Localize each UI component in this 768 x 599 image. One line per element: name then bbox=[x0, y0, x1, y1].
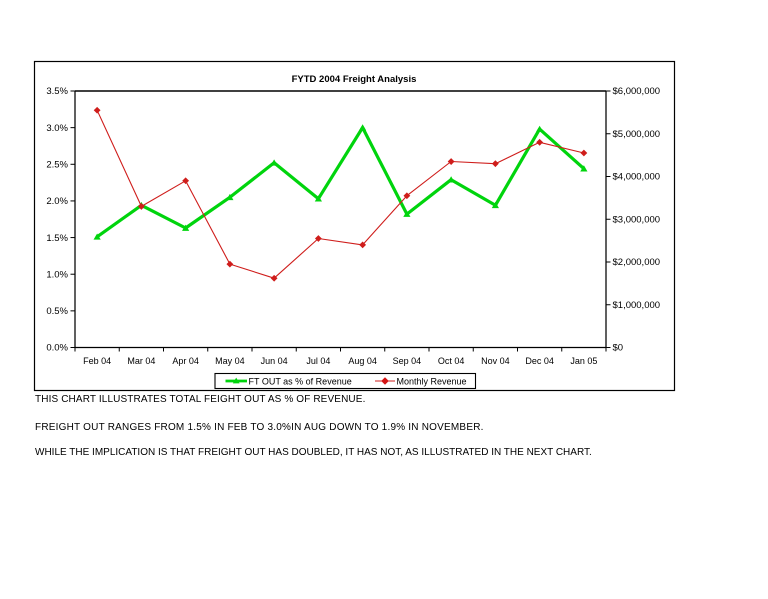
right-axis-tick-label: $3,000,000 bbox=[613, 214, 661, 225]
data-point-marker-diamond bbox=[314, 235, 322, 242]
legend-marker-ft-out-triangle-icon bbox=[232, 377, 240, 384]
data-point-marker-diamond bbox=[491, 160, 499, 168]
series-line-0 bbox=[95, 125, 586, 239]
left-axis-tick-label: 2.0% bbox=[46, 196, 68, 207]
x-axis-category-label: Sep 04 bbox=[393, 356, 422, 366]
left-axis-tick-label: 1.0% bbox=[46, 269, 68, 280]
x-axis-category-label: Oct 04 bbox=[438, 356, 465, 366]
data-point-marker-triangle bbox=[314, 195, 322, 202]
legend-label-ft-out: FT OUT as % of Revenue bbox=[249, 376, 352, 386]
chart-title: FYTD 2004 Freight Analysis bbox=[292, 74, 417, 85]
x-axis-category-label: Apr 04 bbox=[172, 356, 199, 366]
left-axis-tick-label: 1.5% bbox=[46, 233, 68, 244]
legend: FT OUT as % of Revenue Monthly Revenue bbox=[214, 372, 477, 390]
chart-frame bbox=[33, 60, 676, 392]
x-axis-category-label: Jan 05 bbox=[570, 356, 597, 366]
data-point-marker-diamond bbox=[93, 106, 101, 114]
data-point-marker-triangle bbox=[270, 159, 278, 166]
x-axis-category-label: Dec 04 bbox=[525, 356, 554, 366]
data-point-marker-diamond bbox=[226, 260, 234, 268]
x-axis-category-label: Nov 04 bbox=[481, 356, 510, 366]
x-axis-category-label: Feb 04 bbox=[83, 356, 111, 366]
x-axis-category-label: Jul 04 bbox=[306, 356, 330, 366]
right-axis-tick-label: $2,000,000 bbox=[613, 257, 661, 268]
left-axis-tick-label: 3.0% bbox=[46, 123, 68, 134]
data-point-marker-diamond bbox=[270, 274, 278, 282]
data-point-marker-diamond bbox=[359, 241, 367, 249]
note-line-1: THIS CHART ILLUSTRATES TOTAL FEIGHT OUT … bbox=[35, 393, 366, 405]
data-point-marker-triangle bbox=[403, 210, 411, 217]
data-point-marker-diamond bbox=[536, 138, 544, 146]
data-point-marker-triangle bbox=[536, 125, 544, 132]
series-line-1 bbox=[96, 109, 585, 279]
left-axis-tick-label: 2.5% bbox=[46, 159, 68, 170]
legend-frame bbox=[214, 372, 477, 390]
x-axis-category-label: Jun 04 bbox=[261, 356, 288, 366]
x-axis-category-label: Mar 04 bbox=[127, 356, 155, 366]
right-axis-tick-label: $1,000,000 bbox=[613, 300, 661, 311]
data-point-marker-diamond bbox=[580, 149, 588, 157]
data-point-marker-diamond bbox=[447, 158, 455, 165]
right-axis-tick-label: $6,000,000 bbox=[613, 86, 661, 97]
note-line-3: WHILE THE IMPLICATION IS THAT FREIGHT OU… bbox=[35, 447, 592, 458]
data-point-marker-triangle bbox=[359, 124, 367, 131]
data-point-marker-triangle bbox=[93, 233, 101, 240]
data-point-marker-triangle bbox=[226, 193, 234, 201]
data-point-marker-diamond bbox=[137, 203, 145, 210]
right-axis-tick-label: $0 bbox=[613, 343, 624, 354]
legend-label-monthly-revenue: Monthly Revenue bbox=[397, 376, 467, 386]
data-point-marker-triangle bbox=[447, 176, 455, 183]
note-line-2: FREIGHT OUT RANGES FROM 1.5% IN FEB TO 3… bbox=[35, 422, 484, 433]
x-axis-category-label: Aug 04 bbox=[348, 356, 377, 366]
data-point-marker-triangle bbox=[580, 165, 588, 172]
left-axis-tick-label: 0.5% bbox=[46, 306, 68, 317]
axes-layer: 0.0% 0.5% 1.0% 1.5% 2.0% 2.5% 3.0% 3.5% $0 $1,000… bbox=[46, 86, 660, 366]
series-layer bbox=[93, 106, 588, 282]
legend-marker-monthly-revenue-diamond-icon bbox=[381, 377, 389, 385]
right-axis-tick-label: $4,000,000 bbox=[613, 172, 661, 183]
left-axis-tick-label: 0.0% bbox=[46, 343, 68, 354]
data-point-marker-diamond bbox=[403, 192, 411, 200]
x-axis-category-label: May 04 bbox=[215, 356, 245, 366]
data-point-marker-triangle bbox=[182, 224, 190, 231]
data-point-marker-triangle bbox=[491, 201, 499, 209]
left-axis-tick-label: 3.5% bbox=[46, 86, 68, 97]
data-point-marker-diamond bbox=[182, 177, 190, 185]
right-axis-tick-label: $5,000,000 bbox=[613, 129, 661, 140]
